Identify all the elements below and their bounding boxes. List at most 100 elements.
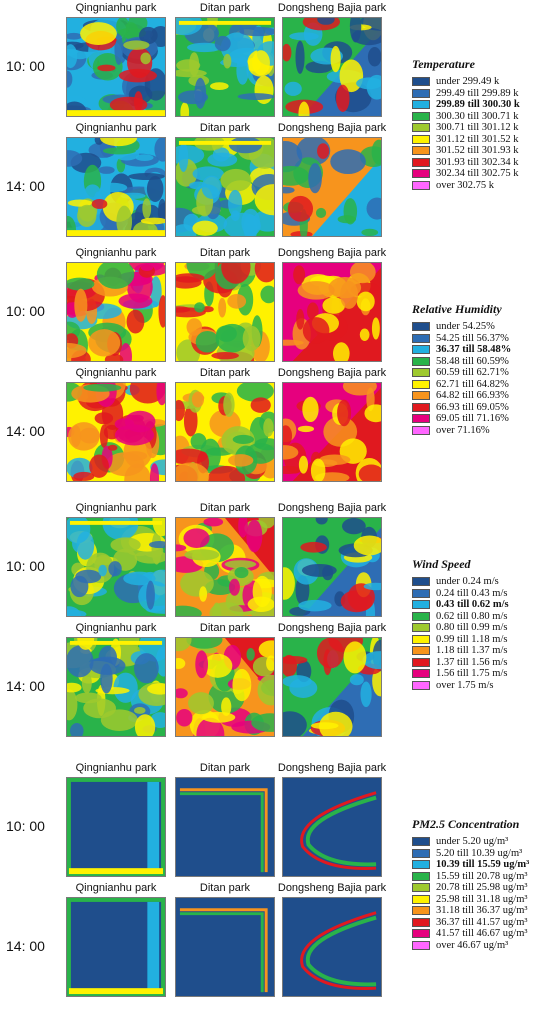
- park-label: Ditan park: [199, 122, 251, 134]
- heatmap-wind-0-0: [66, 517, 166, 617]
- heatmap-temperature-2-1: [282, 137, 382, 237]
- legend-entry: 0.24 till 0.43 m/s: [412, 588, 509, 600]
- legend-label: 0.62 till 0.80 m/s: [436, 610, 508, 622]
- legend-title: Relative Humidity: [412, 302, 502, 316]
- park-label: Qingnianhu park: [75, 2, 157, 14]
- legend-label: 31.18 till 36.37 ug/m³: [436, 905, 528, 917]
- legend-entry: 301.93 till 302.34 k: [412, 157, 520, 169]
- legend-entry: 0.62 till 0.80 m/s: [412, 611, 509, 623]
- legend-label: 299.89 till 300.30 k: [436, 99, 520, 111]
- legend-swatch: [412, 883, 430, 893]
- legend-swatch: [412, 356, 430, 366]
- heatmap-temperature-2-0: [282, 17, 382, 117]
- legend-entry: 299.49 till 299.89 k: [412, 88, 520, 100]
- heatmap-humidity-2-1: [282, 382, 382, 482]
- park-label: Ditan park: [199, 762, 251, 774]
- legend-label: 15.59 till 20.78 ug/m³: [436, 870, 528, 882]
- legend-entry: 301.52 till 301.93 k: [412, 145, 520, 157]
- legend-swatch: [412, 577, 430, 587]
- heatmap-temperature-1-1: [175, 137, 275, 237]
- park-label: Dongsheng Bajia park: [277, 247, 387, 259]
- heatmap-pm25-1-1: [175, 897, 275, 997]
- time-label: 10: 00: [6, 818, 45, 834]
- legend-entry: 20.78 till 25.98 ug/m³: [412, 882, 529, 894]
- heatmap-wind-1-0: [175, 517, 275, 617]
- legend-label: 0.24 till 0.43 m/s: [436, 587, 508, 599]
- time-label: 10: 00: [6, 58, 45, 74]
- legend-entry: 41.57 till 46.67 ug/m³: [412, 928, 529, 940]
- legend-entry: 15.59 till 20.78 ug/m³: [412, 871, 529, 883]
- time-label: 14: 00: [6, 678, 45, 694]
- heatmap-pm25-2-0: [282, 777, 382, 877]
- legend-label: 301.52 till 301.93 k: [436, 145, 519, 157]
- time-label: 10: 00: [6, 558, 45, 574]
- legend-label: 1.18 till 1.37 m/s: [436, 645, 508, 657]
- heatmap-humidity-0-1: [66, 382, 166, 482]
- legend-swatch: [412, 588, 430, 598]
- park-label: Dongsheng Bajia park: [277, 122, 387, 134]
- heatmap-humidity-1-0: [175, 262, 275, 362]
- legend-swatch: [412, 379, 430, 389]
- park-label: Dongsheng Bajia park: [277, 502, 387, 514]
- legend-swatch: [412, 871, 430, 881]
- legend-wind: Wind Speed under 0.24 m/s 0.24 till 0.43 m…: [412, 557, 509, 691]
- legend-entry: 54.25 till 56.37%: [412, 333, 511, 345]
- legend-label: 1.37 till 1.56 m/s: [436, 656, 508, 668]
- park-label: Ditan park: [199, 622, 251, 634]
- legend-title: Wind Speed: [412, 557, 471, 571]
- legend-label: 64.82 till 66.93%: [436, 390, 509, 402]
- legend-swatch: [412, 391, 430, 401]
- legend-temperature: Temperature under 299.49 k 299.49 till 299…: [412, 57, 520, 191]
- legend-swatch: [412, 157, 430, 167]
- legend-swatch: [412, 414, 430, 424]
- heatmap-temperature-0-1: [66, 137, 166, 237]
- legend-label: 5.20 till 10.39 ug/m³: [436, 847, 523, 859]
- legend-entry: 300.30 till 300.71 k: [412, 111, 520, 123]
- park-label: Dongsheng Bajia park: [277, 762, 387, 774]
- legend-title: PM2.5 Concentration: [412, 817, 520, 831]
- legend-swatch: [412, 123, 430, 133]
- heatmap-temperature-0-0: [66, 17, 166, 117]
- legend-label: 69.05 till 71.16%: [436, 413, 509, 425]
- time-label: 14: 00: [6, 938, 45, 954]
- legend-entry: 300.71 till 301.12 k: [412, 122, 520, 134]
- legend-label: 1.56 till 1.75 m/s: [436, 668, 508, 680]
- legend-entry: 1.18 till 1.37 m/s: [412, 645, 509, 657]
- time-label: 14: 00: [6, 423, 45, 439]
- legend-label: 58.48 till 60.59%: [436, 355, 509, 367]
- legend-label: 10.39 till 15.59 ug/m³: [436, 859, 530, 871]
- legend-label: over 71.16%: [436, 424, 490, 436]
- legend-pm25: PM2.5 Concentration under 5.20 ug/m³ 5.20 …: [412, 817, 529, 951]
- legend-label: 66.93 till 69.05%: [436, 401, 509, 413]
- legend-label: 300.30 till 300.71 k: [436, 110, 519, 122]
- legend-label: 62.71 till 64.82%: [436, 378, 509, 390]
- heatmap-wind-1-1: [175, 637, 275, 737]
- legend-entry: 1.56 till 1.75 m/s: [412, 668, 509, 680]
- legend-swatch: [412, 894, 430, 904]
- legend-entry: 301.12 till 301.52 k: [412, 134, 520, 146]
- legend-swatch: [412, 322, 430, 332]
- legend-label: 41.57 till 46.67 ug/m³: [436, 928, 528, 940]
- legend-swatch: [412, 634, 430, 644]
- time-label: 14: 00: [6, 178, 45, 194]
- legend-swatch: [412, 146, 430, 156]
- legend-entry: 302.34 till 302.75 k: [412, 168, 520, 180]
- legend-label: 0.99 till 1.18 m/s: [436, 633, 508, 645]
- park-label: Dongsheng Bajia park: [277, 882, 387, 894]
- legend-label: under 0.24 m/s: [436, 576, 499, 588]
- legend-entry: 36.37 till 58.48%: [412, 344, 511, 356]
- legend-entry: 0.43 till 0.62 m/s: [412, 599, 509, 611]
- legend-swatch: [412, 623, 430, 633]
- legend-entry: 10.39 till 15.59 ug/m³: [412, 859, 529, 871]
- heatmap-wind-2-1: [282, 637, 382, 737]
- legend-entry: 60.59 till 62.71%: [412, 367, 511, 379]
- legend-label: 299.49 till 299.89 k: [436, 87, 519, 99]
- heatmap-humidity-0-0: [66, 262, 166, 362]
- heatmap-humidity-2-0: [282, 262, 382, 362]
- park-label: Ditan park: [199, 882, 251, 894]
- legend-entry: over 46.67 ug/m³: [412, 940, 529, 952]
- park-label: Qingnianhu park: [75, 762, 157, 774]
- heatmap-pm25-2-1: [282, 897, 382, 997]
- heatmap-pm25-1-0: [175, 777, 275, 877]
- legend-label: 301.93 till 302.34 k: [436, 156, 519, 168]
